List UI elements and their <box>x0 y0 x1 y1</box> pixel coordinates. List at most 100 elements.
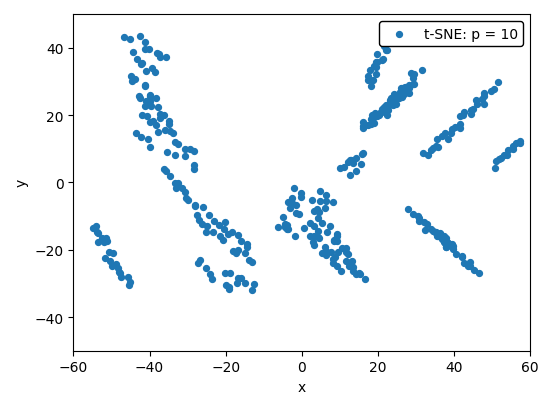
t-SNE: p = 10: (41.5, 19.6): p = 10: (41.5, 19.6) <box>455 114 464 121</box>
t-SNE: p = 10: (24.8, 23.4): p = 10: (24.8, 23.4) <box>392 101 401 108</box>
t-SNE: p = 10: (4.47, -16.5): p = 10: (4.47, -16.5) <box>314 235 323 242</box>
t-SNE: p = 10: (8.63, -22.2): p = 10: (8.63, -22.2) <box>330 254 339 261</box>
t-SNE: p = 10: (32, -11.8): p = 10: (32, -11.8) <box>419 219 428 226</box>
t-SNE: p = 10: (-27.6, -9.59): p = 10: (-27.6, -9.59) <box>192 212 201 218</box>
t-SNE: p = 10: (37.9, -19.1): p = 10: (37.9, -19.1) <box>442 244 450 250</box>
t-SNE: p = 10: (-37.9, 14.9): p = 10: (-37.9, 14.9) <box>153 130 162 136</box>
t-SNE: p = 10: (-34.7, 1.98): p = 10: (-34.7, 1.98) <box>165 173 174 180</box>
t-SNE: p = 10: (-14.8, -21): p = 10: (-14.8, -21) <box>241 250 250 257</box>
t-SNE: p = 10: (-48.9, -24.4): p = 10: (-48.9, -24.4) <box>111 261 120 268</box>
t-SNE: p = 10: (-21.5, -16.1): p = 10: (-21.5, -16.1) <box>216 234 224 240</box>
t-SNE: p = 10: (-43.3, 36.7): p = 10: (-43.3, 36.7) <box>132 56 141 63</box>
t-SNE: p = 10: (16.1, 8.58): p = 10: (16.1, 8.58) <box>358 151 367 157</box>
t-SNE: p = 10: (-51.8, -17.9): p = 10: (-51.8, -17.9) <box>100 240 109 246</box>
t-SNE: p = 10: (35.7, -15.9): p = 10: (35.7, -15.9) <box>433 233 442 240</box>
t-SNE: p = 10: (-19.2, -31): p = 10: (-19.2, -31) <box>224 284 233 290</box>
t-SNE: p = 10: (29.4, 29.3): p = 10: (29.4, 29.3) <box>409 81 418 88</box>
t-SNE: p = 10: (7.65, -20.8): p = 10: (7.65, -20.8) <box>326 249 335 256</box>
t-SNE: p = 10: (26.3, 26.5): p = 10: (26.3, 26.5) <box>397 91 406 97</box>
t-SNE: p = 10: (-49.9, -25): p = 10: (-49.9, -25) <box>107 263 116 270</box>
t-SNE: p = 10: (6.26, -5.59): p = 10: (6.26, -5.59) <box>321 198 330 205</box>
t-SNE: p = 10: (37.4, -17.8): p = 10: (37.4, -17.8) <box>440 239 449 246</box>
t-SNE: p = 10: (-39.8, 10.4): p = 10: (-39.8, 10.4) <box>146 145 155 151</box>
t-SNE: p = 10: (18.3, 18.7): p = 10: (18.3, 18.7) <box>367 117 376 124</box>
t-SNE: p = 10: (37.4, -15.9): p = 10: (37.4, -15.9) <box>440 233 449 240</box>
t-SNE: p = 10: (8.39, -17.2): p = 10: (8.39, -17.2) <box>329 238 338 244</box>
t-SNE: p = 10: (41.5, 16.2): p = 10: (41.5, 16.2) <box>455 126 464 132</box>
t-SNE: p = 10: (17.8, 33.3): p = 10: (17.8, 33.3) <box>365 68 374 74</box>
t-SNE: p = 10: (-39.1, 18.2): p = 10: (-39.1, 18.2) <box>148 118 157 125</box>
t-SNE: p = 10: (-47.6, -26.8): p = 10: (-47.6, -26.8) <box>116 270 125 276</box>
t-SNE: p = 10: (-24.2, -27.1): p = 10: (-24.2, -27.1) <box>205 271 214 277</box>
t-SNE: p = 10: (49.7, 27.3): p = 10: (49.7, 27.3) <box>486 88 495 94</box>
t-SNE: p = 10: (9.51, -20.7): p = 10: (9.51, -20.7) <box>334 249 342 256</box>
t-SNE: p = 10: (-51.6, -22.4): p = 10: (-51.6, -22.4) <box>101 255 110 261</box>
t-SNE: p = 10: (-17.2, -20.9): p = 10: (-17.2, -20.9) <box>232 250 240 256</box>
t-SNE: p = 10: (-38.1, 38.5): p = 10: (-38.1, 38.5) <box>152 50 161 57</box>
t-SNE: p = 10: (-30.8, 7.98): p = 10: (-30.8, 7.98) <box>180 153 189 160</box>
t-SNE: p = 10: (-12.5, -30.1): p = 10: (-12.5, -30.1) <box>250 281 259 288</box>
t-SNE: p = 10: (-23.1, -11.3): p = 10: (-23.1, -11.3) <box>209 218 218 224</box>
t-SNE: p = 10: (19.1, 20.5): p = 10: (19.1, 20.5) <box>370 110 379 117</box>
t-SNE: p = 10: (-54.8, -13.5): p = 10: (-54.8, -13.5) <box>89 225 98 231</box>
t-SNE: p = 10: (11.7, -19.5): p = 10: (11.7, -19.5) <box>342 245 351 252</box>
t-SNE: p = 10: (13.1, -23.5): p = 10: (13.1, -23.5) <box>347 258 356 265</box>
t-SNE: p = 10: (-20.1, -11.8): p = 10: (-20.1, -11.8) <box>221 219 230 226</box>
t-SNE: p = 10: (19.6, 32): p = 10: (19.6, 32) <box>372 72 381 79</box>
t-SNE: p = 10: (-38.2, 17.1): p = 10: (-38.2, 17.1) <box>152 122 161 129</box>
t-SNE: p = 10: (47.9, 26.4): p = 10: (47.9, 26.4) <box>480 91 489 97</box>
t-SNE: p = 10: (47.3, 24.9): p = 10: (47.3, 24.9) <box>478 96 486 103</box>
t-SNE: p = 10: (-34.6, 15.3): p = 10: (-34.6, 15.3) <box>166 128 175 135</box>
t-SNE: p = 10: (29.3, 29.2): p = 10: (29.3, 29.2) <box>409 82 418 88</box>
t-SNE: p = 10: (10.1, 4.31): p = 10: (10.1, 4.31) <box>336 165 345 172</box>
t-SNE: p = 10: (19.5, 34.2): p = 10: (19.5, 34.2) <box>371 65 380 71</box>
t-SNE: p = 10: (20.6, 20.7): p = 10: (20.6, 20.7) <box>376 110 384 117</box>
t-SNE: p = 10: (12.5, 6.55): p = 10: (12.5, 6.55) <box>345 157 354 164</box>
t-SNE: p = 10: (-3.75, -14): p = 10: (-3.75, -14) <box>283 227 292 233</box>
t-SNE: p = 10: (-0.716, -9.28): p = 10: (-0.716, -9.28) <box>295 211 304 217</box>
t-SNE: p = 10: (4.21, -14.5): p = 10: (4.21, -14.5) <box>314 229 322 235</box>
t-SNE: p = 10: (25.5, 25.3): p = 10: (25.5, 25.3) <box>394 95 403 101</box>
t-SNE: p = 10: (-16.7, -15.5): p = 10: (-16.7, -15.5) <box>234 232 243 238</box>
t-SNE: p = 10: (3.15, -12.8): p = 10: (3.15, -12.8) <box>309 223 318 229</box>
t-SNE: p = 10: (-35.5, 8.9): p = 10: (-35.5, 8.9) <box>162 150 171 156</box>
t-SNE: p = 10: (-46.7, 43.3): p = 10: (-46.7, 43.3) <box>120 34 129 40</box>
t-SNE: p = 10: (18.3, 17.3): p = 10: (18.3, 17.3) <box>367 121 376 128</box>
t-SNE: p = 10: (26.4, 25.3): p = 10: (26.4, 25.3) <box>398 95 407 101</box>
t-SNE: p = 10: (-40.1, 39.7): p = 10: (-40.1, 39.7) <box>145 46 153 53</box>
t-SNE: p = 10: (-44.5, 30): p = 10: (-44.5, 30) <box>128 79 137 85</box>
t-SNE: p = 10: (-28.3, 3.98): p = 10: (-28.3, 3.98) <box>189 166 198 173</box>
t-SNE: p = 10: (-35, 17.4): p = 10: (-35, 17.4) <box>164 121 173 128</box>
t-SNE: p = 10: (6.09, -19.3): p = 10: (6.09, -19.3) <box>321 245 330 251</box>
t-SNE: p = 10: (4.26, -10.5): p = 10: (4.26, -10.5) <box>314 215 322 221</box>
t-SNE: p = 10: (42.1, -22): p = 10: (42.1, -22) <box>458 254 466 260</box>
t-SNE: p = 10: (-45.1, 42.5): p = 10: (-45.1, 42.5) <box>126 37 135 43</box>
t-SNE: p = 10: (-36.1, 15.4): p = 10: (-36.1, 15.4) <box>160 128 169 135</box>
t-SNE: p = 10: (38.5, -18): p = 10: (38.5, -18) <box>444 240 453 247</box>
t-SNE: p = 10: (-26.1, -7.43): p = 10: (-26.1, -7.43) <box>198 204 207 211</box>
X-axis label: x: x <box>297 380 306 394</box>
t-SNE: p = 10: (-38.6, 32.7): p = 10: (-38.6, 32.7) <box>150 70 159 76</box>
t-SNE: p = 10: (47.8, 23.3): p = 10: (47.8, 23.3) <box>479 101 488 108</box>
t-SNE: p = 10: (6.57, -14.7): p = 10: (6.57, -14.7) <box>322 229 331 236</box>
t-SNE: p = 10: (38.8, -18.3): p = 10: (38.8, -18.3) <box>445 241 454 248</box>
t-SNE: p = 10: (-16.9, -20.2): p = 10: (-16.9, -20.2) <box>233 247 242 254</box>
t-SNE: p = 10: (18.7, 30.5): p = 10: (18.7, 30.5) <box>368 77 377 84</box>
t-SNE: p = 10: (-15.9, -17.3): p = 10: (-15.9, -17.3) <box>237 238 245 244</box>
t-SNE: p = 10: (35.9, 10.4): p = 10: (35.9, 10.4) <box>434 145 443 151</box>
t-SNE: p = 10: (16.1, 17.8): p = 10: (16.1, 17.8) <box>358 120 367 126</box>
t-SNE: p = 10: (38.5, 12.8): p = 10: (38.5, 12.8) <box>444 137 453 143</box>
t-SNE: p = 10: (39.6, 15.8): p = 10: (39.6, 15.8) <box>448 127 457 133</box>
t-SNE: p = 10: (-33.2, -0.0535): p = 10: (-33.2, -0.0535) <box>171 180 180 187</box>
t-SNE: p = 10: (39.2, 14.8): p = 10: (39.2, 14.8) <box>447 130 455 137</box>
t-SNE: p = 10: (-16, -28.5): p = 10: (-16, -28.5) <box>237 275 245 282</box>
t-SNE: p = 10: (45, 21.7): p = 10: (45, 21.7) <box>469 107 478 113</box>
t-SNE: p = 10: (-37.8, 22.4): p = 10: (-37.8, 22.4) <box>153 104 162 111</box>
t-SNE: p = 10: (22.3, 20): p = 10: (22.3, 20) <box>382 112 391 119</box>
t-SNE: p = 10: (33, -12.4): p = 10: (33, -12.4) <box>423 221 432 228</box>
t-SNE: p = 10: (-44.8, 31.7): p = 10: (-44.8, 31.7) <box>127 73 136 80</box>
t-SNE: p = 10: (-1.9, -15.8): p = 10: (-1.9, -15.8) <box>290 233 299 239</box>
t-SNE: p = 10: (41.5, 17.3): p = 10: (41.5, 17.3) <box>455 121 464 128</box>
t-SNE: p = 10: (-14.4, -18.3): p = 10: (-14.4, -18.3) <box>243 241 252 248</box>
t-SNE: p = 10: (-28.4, 5.17): p = 10: (-28.4, 5.17) <box>189 162 198 169</box>
